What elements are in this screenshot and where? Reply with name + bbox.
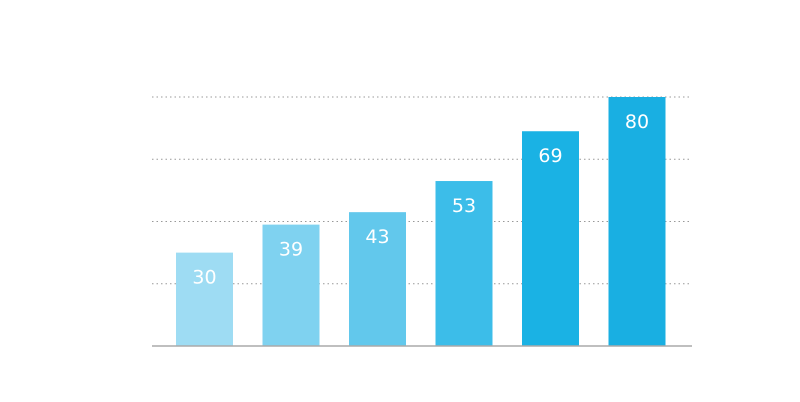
bars: 30 39 43 53 69 80 [176,97,666,346]
bar-value-label-1: 39 [279,239,303,261]
bar-3 [435,181,493,346]
bar-5 [608,97,666,346]
bar-value-label-4: 69 [538,145,562,167]
bar-1 [262,224,320,346]
bar-2 [349,212,406,346]
gridlines [152,96,692,285]
bar-value-label-3: 53 [452,195,476,217]
bar-value-label-2: 43 [365,226,389,248]
bar-4 [522,131,579,346]
bar-value-label-0: 30 [192,267,216,289]
bar-value-label-5: 80 [625,111,649,133]
bar-0 [176,252,233,346]
